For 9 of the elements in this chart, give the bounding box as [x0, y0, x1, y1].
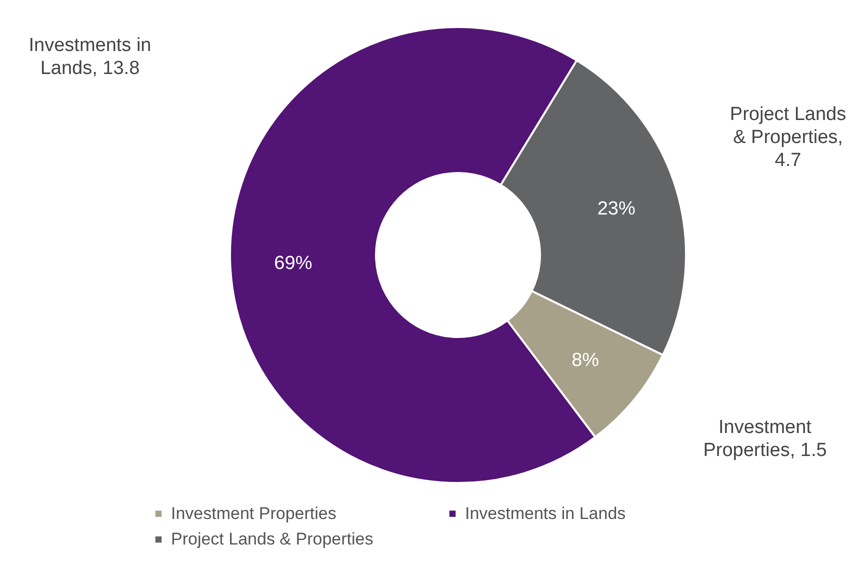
legend-label: Investments in Lands	[465, 504, 626, 523]
legend-label: Investment Properties	[171, 504, 336, 523]
text: 69%	[274, 253, 312, 274]
legend-label: Project Lands & Properties	[171, 530, 374, 548]
text: 23%	[597, 198, 636, 220]
data-label: Investments in Lands, 13.8	[28, 35, 152, 79]
data-label: Project Lands & Properties, 4.7	[730, 104, 846, 171]
text: 8%	[572, 350, 600, 371]
data-label: Investment Properties, 1.5	[703, 417, 827, 461]
